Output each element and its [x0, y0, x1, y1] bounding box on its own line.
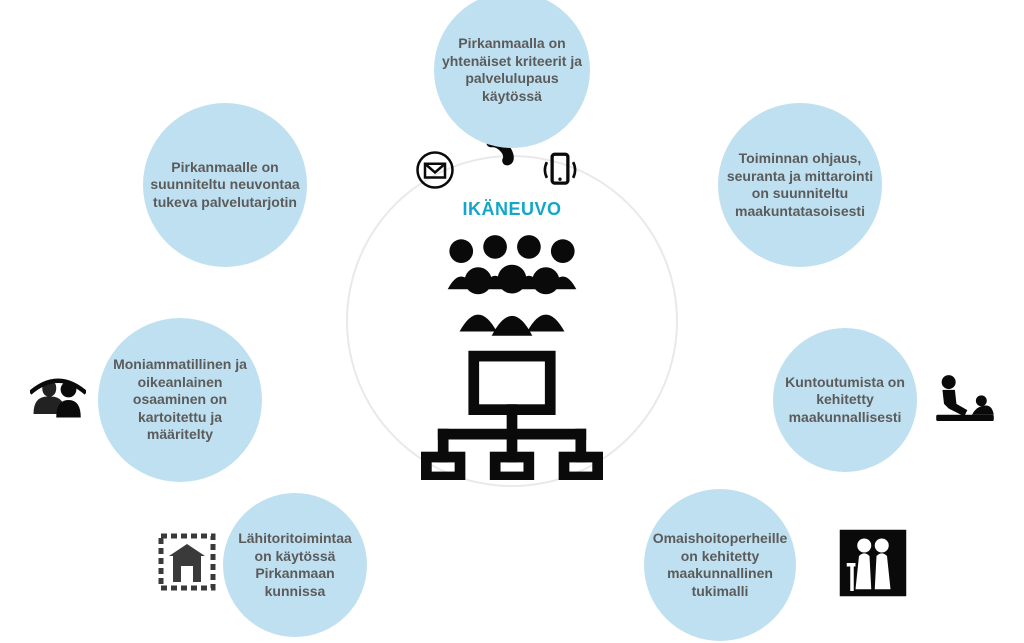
bubble-mid-right: Kuntoutumista on kehitetty maakunnallise… [773, 328, 917, 472]
diagram-stage: IKÄNEUVO [0, 0, 1024, 643]
org-chart-icon [412, 350, 612, 485]
bubble-text: Toiminnan ohjaus, seuranta ja mittaroint… [718, 144, 882, 226]
rehab-icon [930, 370, 1000, 435]
building-icon [155, 530, 219, 599]
bubble-top-left: Pirkanmaalle on suunniteltu neuvontaa tu… [143, 103, 307, 267]
bubble-text: Pirkanmaalle on suunniteltu neuvontaa tu… [143, 153, 307, 218]
bubble-text: Pirkanmaalla on yhtenäiset kriteerit ja … [434, 29, 590, 111]
bubble-top-right: Toiminnan ohjaus, seuranta ja mittaroint… [718, 103, 882, 267]
people-group-icon [30, 375, 86, 430]
bubble-text: Moniammatillinen ja oikeanlainen osaamin… [98, 350, 262, 450]
bubble-text: Kuntoutumista on kehitetty maakunnallise… [773, 368, 917, 433]
bubble-top: Pirkanmaalla on yhtenäiset kriteerit ja … [434, 0, 590, 148]
envelope-icon [415, 150, 455, 195]
crowd-icon [427, 230, 597, 345]
bubble-text: Omaishoitoperheille on kehitetty maakunn… [644, 524, 796, 606]
bubble-bottom-left: Lähitoritoimintaa on käytössä Pirkanmaan… [223, 493, 367, 637]
bubble-text: Lähitoritoimintaa on käytössä Pirkanmaan… [223, 524, 367, 606]
bubble-bottom-right: Omaishoitoperheille on kehitetty maakunn… [644, 489, 796, 641]
bubble-mid-left: Moniammatillinen ja oikeanlainen osaamin… [98, 318, 262, 482]
mobile-icon [539, 149, 581, 196]
elderly-couple-icon [838, 528, 908, 603]
